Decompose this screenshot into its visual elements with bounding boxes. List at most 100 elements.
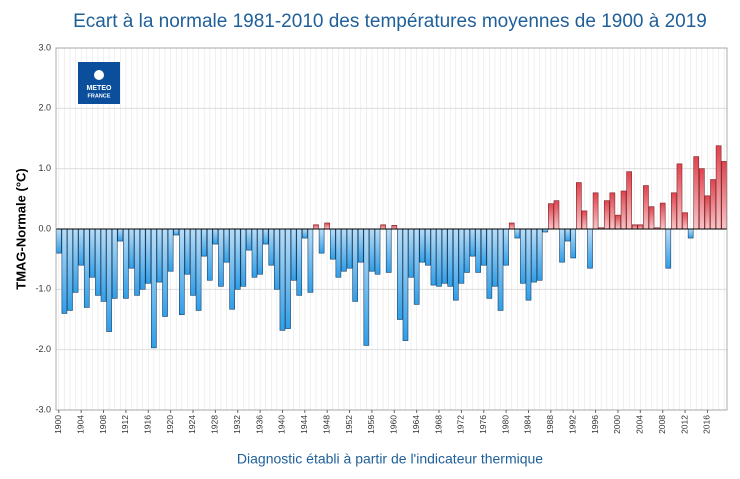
bar: [111, 228, 118, 299]
y-tick-label: -1.0: [35, 284, 51, 294]
bar: [682, 212, 688, 230]
bar: [626, 171, 632, 230]
bar: [257, 228, 263, 275]
x-tick-label: 1996: [590, 415, 600, 434]
x-tick-label: 2012: [679, 415, 689, 434]
x-tick-label: 1980: [500, 415, 510, 434]
bar: [665, 228, 672, 269]
x-tick-label: 1904: [75, 415, 85, 434]
bar: [117, 228, 124, 242]
x-tick-label: 1984: [523, 415, 533, 434]
bar: [246, 228, 252, 251]
bar: [413, 228, 420, 305]
bar: [671, 192, 677, 230]
bar: [480, 228, 487, 266]
bar: [83, 228, 90, 308]
bar: [218, 228, 224, 287]
bar: [313, 224, 319, 230]
bar: [341, 228, 347, 272]
y-axis-label: TMAG-Normale (°C): [13, 168, 28, 289]
bar: [710, 179, 716, 230]
bar: [285, 228, 291, 329]
bar: [229, 228, 235, 310]
bar: [251, 228, 258, 278]
bar: [492, 228, 498, 287]
y-tick-label: 2.0: [38, 103, 51, 113]
bar: [318, 228, 325, 254]
bar: [553, 200, 560, 230]
bar: [324, 222, 331, 230]
bar: [184, 228, 191, 275]
bar: [363, 228, 370, 346]
chart-title: Ecart à la normale 1981-2010 des tempéra…: [73, 11, 707, 32]
bar: [408, 228, 414, 278]
bar: [520, 228, 526, 284]
bar: [536, 228, 543, 281]
x-tick-label: 1900: [53, 415, 63, 434]
bar: [61, 228, 68, 314]
bar: [425, 228, 431, 266]
y-tick-label: -2.0: [35, 344, 51, 354]
bar: [458, 228, 465, 284]
bar: [430, 228, 437, 286]
bar: [100, 228, 107, 302]
logo-box: [78, 62, 120, 104]
x-tick-label: 1932: [232, 415, 242, 434]
bar: [385, 228, 392, 273]
y-tick-label: 0.0: [38, 223, 51, 233]
bar: [676, 163, 683, 230]
bar: [190, 228, 196, 296]
bar: [419, 228, 426, 263]
bar: [72, 228, 79, 293]
bar: [212, 228, 219, 245]
x-tick-label: 1964: [411, 415, 421, 434]
bar: [167, 228, 174, 272]
x-tick-label: 1972: [456, 415, 466, 434]
bar: [609, 192, 616, 230]
x-tick-label: 1968: [433, 415, 443, 434]
bar: [156, 228, 163, 283]
x-tick-label: 2004: [635, 415, 645, 434]
plot-area: -3.0 -2.0 -1.0 0.0 1.0 2.0 3.0 1900 1904 1908 1912…: [35, 42, 728, 434]
bar: [274, 228, 280, 290]
bar: [620, 190, 627, 230]
bar: [531, 228, 537, 283]
bar: [704, 195, 711, 230]
x-tick-label: 1916: [143, 415, 153, 434]
bar: [452, 228, 459, 301]
y-tick-label: -3.0: [35, 404, 51, 414]
bar: [397, 228, 403, 320]
bar: [436, 228, 442, 287]
bar: [581, 210, 588, 230]
x-tick-label: 1920: [165, 415, 175, 434]
bar: [559, 228, 565, 263]
bar: [201, 228, 207, 257]
x-tick-label: 2008: [657, 415, 667, 434]
x-tick-label: 1976: [478, 415, 488, 434]
x-tick-label: 1992: [567, 415, 577, 434]
bar: [548, 203, 554, 230]
bar: [475, 228, 481, 273]
bar: [352, 228, 358, 302]
logo-icon: [94, 70, 104, 80]
bar: [715, 145, 722, 230]
bar: [128, 228, 135, 269]
bar: [486, 228, 493, 299]
x-tick-label: 1908: [98, 415, 108, 434]
x-tick-label: 1924: [187, 415, 197, 434]
bar: [374, 228, 381, 275]
bar: [525, 228, 532, 301]
bar: [687, 228, 694, 239]
bar: [570, 228, 577, 259]
bar: [648, 206, 655, 230]
bar: [576, 182, 582, 230]
bar: [89, 228, 96, 278]
logo-text: FRANCE: [88, 93, 111, 99]
bar: [95, 228, 101, 296]
x-tick-label: 1944: [299, 415, 309, 434]
bar: [637, 224, 644, 230]
bar: [346, 228, 353, 269]
x-tick-label: 1952: [344, 415, 354, 434]
bar: [643, 185, 649, 230]
